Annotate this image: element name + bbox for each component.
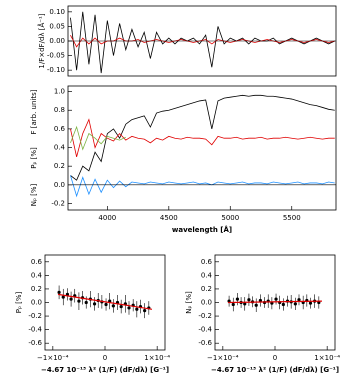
point [104, 302, 108, 307]
series-line [70, 125, 126, 151]
series-line [70, 118, 335, 157]
point [92, 302, 97, 306]
point [57, 290, 61, 294]
y-tick-label: -0.2 [51, 199, 65, 207]
fit-line [57, 293, 153, 310]
x-axis-label: −4.67 10⁻¹³ λ² (1/F) (dF/dλ) [G⁻¹] [41, 366, 169, 374]
point [281, 302, 285, 307]
y-tick-label: -0.4 [28, 326, 42, 334]
x-tick-label: 1×10⁻⁴ [144, 354, 170, 362]
point [274, 297, 278, 301]
axes-frame [44, 254, 166, 351]
y-axis-label: Nₚ [%] [185, 291, 193, 314]
y-tick-label: 0.05 [49, 22, 65, 30]
y-tick-label: 0.00 [49, 37, 65, 45]
axes-frame [67, 85, 337, 211]
point [297, 298, 301, 302]
y-axis-label: Pₚ [%] [30, 147, 38, 169]
y-tick-label: 0.6 [31, 258, 43, 266]
axes-frame [67, 5, 337, 77]
point [111, 304, 115, 308]
y-axis-label: 1/F×dF/dλ [Å⁻¹] [37, 13, 46, 68]
y-tick-label: 0.2 [31, 285, 42, 293]
y-tick-label: 0.4 [54, 144, 66, 152]
y-axis-label: F [arb. units] [30, 89, 38, 134]
fit-line [228, 300, 322, 304]
y-tick-label: 0.4 [31, 271, 43, 279]
x-tick-label: −1×10⁻⁴ [207, 354, 239, 362]
y-tick-label: 0.0 [201, 299, 212, 307]
y-tick-label: 0.0 [31, 299, 42, 307]
point [77, 299, 81, 303]
x-tick-label: 0 [103, 354, 107, 362]
y-tick-label: 1.0 [54, 88, 65, 96]
x-tick-label: 4500 [160, 214, 178, 222]
point [254, 303, 258, 307]
y-tick-label: -0.10 [47, 66, 65, 74]
point [127, 306, 131, 310]
point [235, 297, 240, 301]
x-tick-label: 5000 [221, 214, 239, 222]
x-axis-label: −4.67 10⁻¹³ λ² (1/F) (dF/dλ) [G⁻¹] [211, 366, 339, 374]
point [69, 297, 73, 301]
y-tick-label: 0.2 [54, 162, 65, 170]
series-line [70, 175, 335, 198]
point [135, 307, 139, 311]
x-axis-label: wavelength [Å] [172, 225, 232, 234]
point [231, 302, 235, 307]
point [258, 298, 262, 303]
y-tick-label: -0.2 [28, 312, 42, 320]
point [84, 300, 88, 305]
point [247, 298, 251, 302]
x-tick-label: −1×10⁻⁴ [37, 354, 69, 362]
x-tick-label: 0 [273, 354, 277, 362]
y-tick-label: 0.6 [54, 125, 66, 133]
point [293, 302, 297, 306]
point [308, 301, 313, 305]
point [143, 309, 147, 313]
x-tick-label: 4000 [98, 214, 116, 222]
y-tick-label: -0.4 [198, 326, 212, 334]
x-tick-label: 5500 [283, 214, 301, 222]
series-line [70, 34, 335, 48]
y-tick-label: 0.8 [54, 106, 65, 114]
y-tick-label: -0.2 [198, 312, 212, 320]
series-line [70, 94, 335, 181]
y-tick-label: -0.6 [28, 339, 42, 347]
y-tick-label: 0.0 [54, 181, 65, 189]
y-tick-label: 0.6 [201, 258, 213, 266]
y-tick-label: -0.6 [198, 339, 212, 347]
x-tick-label: 1×10⁻⁴ [314, 354, 340, 362]
point [119, 304, 123, 309]
y-tick-label: 0.4 [201, 271, 213, 279]
point [243, 302, 247, 306]
axes-frame [214, 254, 336, 351]
y-axis-label: Pₚ [%] [15, 291, 23, 313]
y-axis-label: Nₚ [%] [30, 183, 38, 206]
y-tick-label: -0.05 [47, 52, 65, 60]
series-line [70, 11, 335, 74]
y-tick-label: 0.2 [201, 285, 212, 293]
point [61, 295, 65, 299]
y-tick-label: 0.10 [49, 8, 65, 16]
